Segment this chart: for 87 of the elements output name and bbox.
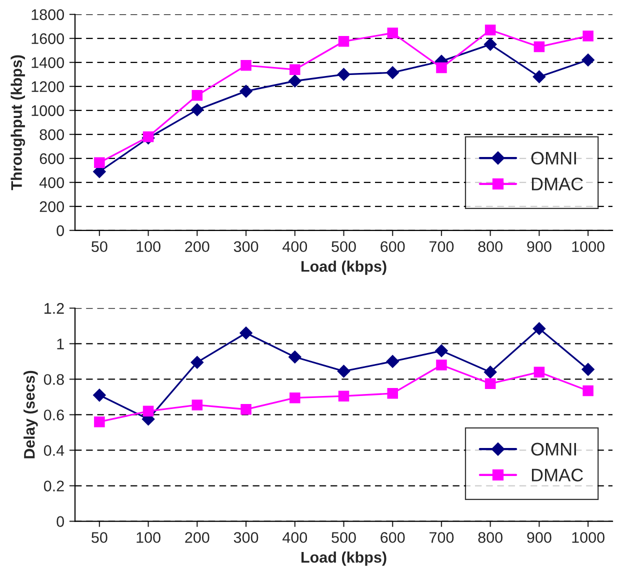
x-axis-title: Load (kbps) bbox=[301, 260, 386, 275]
point bbox=[93, 388, 106, 402]
point bbox=[484, 38, 497, 51]
y-axis-title: Delay (secs) bbox=[24, 370, 38, 458]
point bbox=[436, 360, 447, 370]
point bbox=[387, 28, 398, 38]
y-tick-label: 400 bbox=[39, 177, 64, 188]
legend-label: DMAC bbox=[532, 468, 583, 482]
legend-label: OMNI bbox=[531, 152, 576, 165]
x-tick-label: 300 bbox=[234, 532, 258, 543]
y-axis-title: Throughput (kbps) bbox=[10, 55, 26, 190]
x-tick-label: 1000 bbox=[572, 241, 604, 252]
y-tick-label: 0 bbox=[56, 516, 64, 527]
y-tick-label: 0.6 bbox=[44, 410, 64, 420]
point bbox=[142, 406, 154, 417]
point bbox=[192, 400, 203, 410]
point bbox=[386, 66, 400, 80]
x-tick-label: 50 bbox=[92, 241, 108, 252]
x-tick-label: 700 bbox=[430, 532, 454, 543]
point bbox=[337, 364, 350, 378]
point bbox=[142, 131, 154, 142]
point bbox=[484, 366, 497, 379]
point bbox=[484, 378, 496, 390]
y-tick-label: 1400 bbox=[32, 57, 64, 68]
point bbox=[436, 62, 447, 74]
point bbox=[337, 68, 350, 81]
point bbox=[94, 416, 105, 428]
point bbox=[338, 390, 350, 402]
point bbox=[288, 74, 302, 88]
point bbox=[338, 36, 350, 47]
y-tick-label: 1.2 bbox=[44, 303, 64, 314]
point bbox=[192, 90, 203, 101]
x-tick-label: 800 bbox=[478, 241, 502, 252]
legend-label: OMNI bbox=[531, 442, 576, 456]
point bbox=[240, 60, 252, 71]
x-tick-label: 700 bbox=[430, 241, 454, 252]
y-tick-label: 1200 bbox=[32, 81, 64, 92]
point bbox=[532, 70, 546, 84]
x-tick-label: 500 bbox=[332, 532, 356, 543]
point bbox=[582, 363, 594, 376]
point bbox=[386, 355, 400, 368]
point bbox=[582, 30, 594, 42]
point bbox=[240, 404, 252, 415]
point bbox=[582, 385, 594, 396]
y-tick-label: 1000 bbox=[32, 105, 64, 116]
y-tick-label: 1800 bbox=[32, 9, 64, 20]
y-tick-label: 200 bbox=[40, 201, 64, 212]
x-tick-label: 50 bbox=[92, 532, 108, 543]
point bbox=[240, 326, 252, 340]
y-tick-label: 0.4 bbox=[44, 445, 64, 456]
y-tick-label: 0 bbox=[56, 225, 64, 236]
x-tick-label: 400 bbox=[282, 241, 308, 252]
point bbox=[94, 157, 105, 168]
point bbox=[240, 84, 252, 98]
point bbox=[290, 64, 300, 75]
x-tick-label: 600 bbox=[380, 532, 405, 543]
x-tick-label: 900 bbox=[527, 241, 552, 252]
point bbox=[288, 350, 302, 364]
x-tick-label: 200 bbox=[185, 532, 210, 543]
x-tick-label: 100 bbox=[136, 532, 160, 543]
x-tick-label: 500 bbox=[332, 241, 356, 252]
x-tick-label: 200 bbox=[185, 241, 210, 252]
x-tick-label: 1000 bbox=[572, 532, 604, 543]
point bbox=[534, 41, 545, 52]
x-axis-title: Load (kbps) bbox=[301, 551, 386, 566]
legend-label: DMAC bbox=[532, 178, 583, 190]
y-tick-label: 800 bbox=[40, 129, 64, 140]
x-tick-label: 400 bbox=[282, 532, 308, 543]
point bbox=[532, 322, 546, 335]
point bbox=[190, 103, 204, 116]
y-tick-label: 1 bbox=[57, 338, 64, 350]
x-tick-label: 300 bbox=[234, 241, 258, 252]
point bbox=[387, 388, 398, 399]
point bbox=[582, 54, 594, 66]
point bbox=[190, 356, 204, 369]
x-tick-label: 900 bbox=[527, 532, 552, 543]
point bbox=[435, 344, 448, 358]
x-tick-label: 800 bbox=[478, 532, 502, 543]
y-tick-label: 1600 bbox=[32, 33, 64, 44]
x-tick-label: 100 bbox=[136, 241, 160, 252]
point bbox=[484, 24, 496, 36]
y-tick-label: 0.2 bbox=[44, 480, 64, 492]
y-tick-label: 0.8 bbox=[44, 374, 64, 385]
point bbox=[534, 366, 545, 378]
x-tick-label: 600 bbox=[380, 241, 405, 252]
point bbox=[290, 392, 300, 404]
y-tick-label: 600 bbox=[40, 153, 64, 164]
